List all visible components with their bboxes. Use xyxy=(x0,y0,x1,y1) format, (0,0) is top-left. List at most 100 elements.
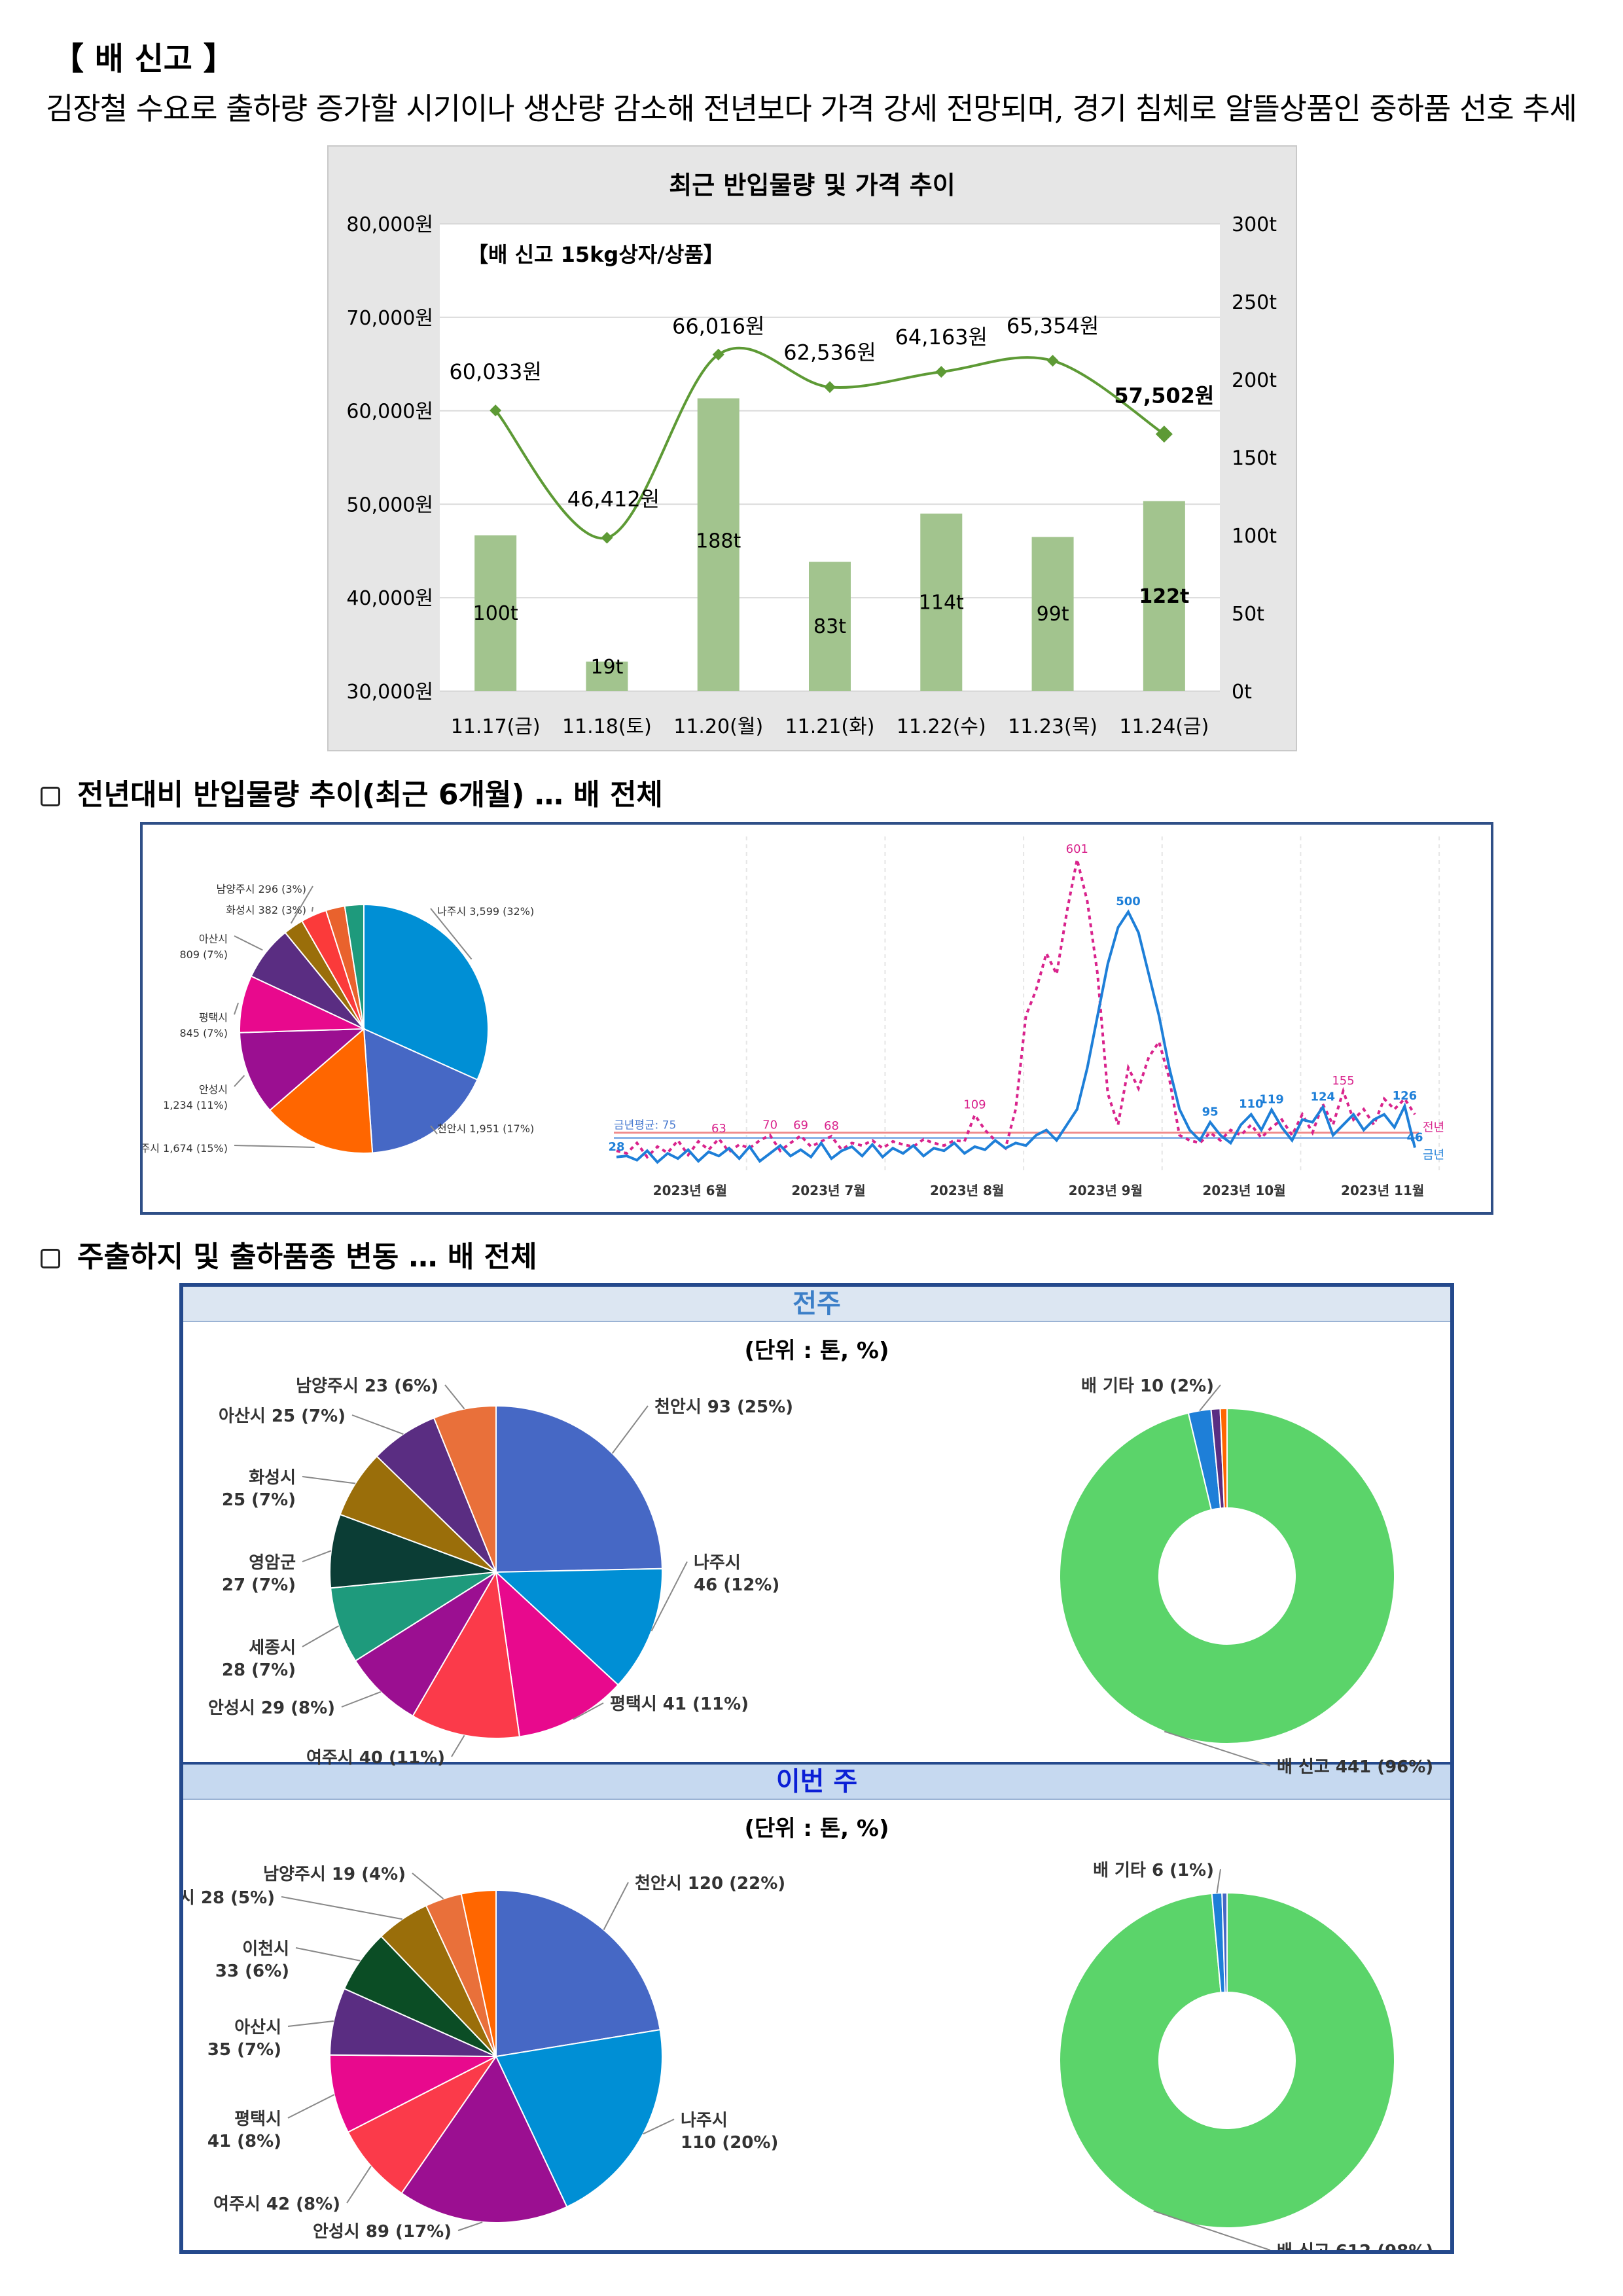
leader-line xyxy=(451,1734,465,1757)
pie-slice xyxy=(268,1027,374,1154)
data-label: 601 xyxy=(1066,842,1088,856)
slice-label: 이천시 xyxy=(242,1939,289,1959)
slice-label: 화성시 28 (5%) xyxy=(183,1888,275,1908)
price-volume-chart-svg: 최근 반입물량 및 가격 추이 【배 신고 15kg상자/상품】 30,000원 40… xyxy=(346,171,1277,738)
volume-trend-svg: 나주시 3,599 (32%) 천안시 1,951 (17%) 상주시 1,674 … xyxy=(131,836,1444,1198)
volume-label: 122t xyxy=(1139,585,1189,608)
slice-label: 41 (8%) xyxy=(207,2132,281,2151)
slice-label: 화성시 382 (3%) xyxy=(226,904,306,916)
data-label: 155 xyxy=(1332,1074,1354,1088)
right-tick-label: 150t xyxy=(1232,447,1277,470)
data-label: 46 xyxy=(1406,1130,1423,1144)
slice-label: 세종시 xyxy=(249,1638,296,1658)
pie-slice xyxy=(494,1568,663,1686)
leader-line xyxy=(302,1550,332,1562)
volume-label: 188t xyxy=(696,530,741,553)
slice-label: 27 (7%) xyxy=(222,1575,296,1595)
slice-label: 아산시 xyxy=(234,2018,281,2037)
leader-line xyxy=(444,1384,465,1410)
data-label: 28 xyxy=(608,1140,624,1154)
slice-label: 평택시 xyxy=(199,1011,228,1024)
volume-bar xyxy=(474,535,517,691)
leader-line xyxy=(234,935,263,951)
x-tick-label: 2023년 8월 xyxy=(930,1183,1004,1198)
leader-line xyxy=(430,908,473,960)
leader-line xyxy=(1153,2210,1271,2250)
slice-label: 110 (20%) xyxy=(681,2133,778,2153)
slice-label: 나주시 3,599 (32%) xyxy=(437,905,534,918)
pie-slice xyxy=(330,1571,497,1662)
slice-label: 천안시 120 (22%) xyxy=(635,1874,785,1893)
data-label: 119 xyxy=(1259,1093,1284,1107)
price-label: 65,354원 xyxy=(1007,314,1099,338)
volume-bar xyxy=(920,513,963,691)
slice-label: 25 (7%) xyxy=(222,1490,296,1510)
slice-label: 남양주시 19 (4%) xyxy=(263,1865,406,1884)
price-point xyxy=(1155,425,1173,443)
volume-trend-heading: 전년대비 반입물량 추이(최근 6개월) … 배 전체 xyxy=(41,771,663,813)
donut-hole xyxy=(1159,1508,1295,1644)
slice-label: 화성시 xyxy=(249,1468,296,1488)
leader-line xyxy=(234,1145,315,1148)
reference-label: 금년평균: 75 xyxy=(614,1119,676,1132)
left-tick-label: 50,000원 xyxy=(346,493,433,516)
x-tick-label: 2023년 10월 xyxy=(1202,1183,1285,1198)
this-week-unit: (단위 : 톤, %) xyxy=(744,1816,889,1842)
leader-line xyxy=(603,1882,629,1930)
price-label: 57,502원 xyxy=(1114,383,1214,408)
leader-line xyxy=(302,1476,356,1484)
right-tick-label: 300t xyxy=(1232,213,1277,236)
series-line xyxy=(616,909,1416,1164)
category-label: 11.22(수) xyxy=(897,715,986,738)
volume-label: 83t xyxy=(813,615,846,638)
slice-label: 천안시 93 (25%) xyxy=(654,1397,793,1417)
pie-slice xyxy=(412,1570,520,1739)
pie-slice xyxy=(433,1405,497,1573)
data-label: 69 xyxy=(793,1119,808,1132)
slice-label: 나주시 xyxy=(681,2111,728,2130)
leader-line xyxy=(651,1561,688,1632)
data-label: 500 xyxy=(1116,895,1141,908)
price-point xyxy=(824,381,836,393)
price-point xyxy=(712,348,724,361)
slice-label: 35 (7%) xyxy=(207,2040,281,2060)
volume-trend-title: 전년대비 반입물량 추이(최근 6개월) … 배 전체 xyxy=(77,778,663,812)
slice-label: 809 (7%) xyxy=(180,948,228,961)
left-tick-label: 60,000원 xyxy=(346,401,433,423)
slice-label: 평택시 xyxy=(234,2109,281,2129)
volume-label: 19t xyxy=(590,656,623,679)
slice-label: 상주시 1,674 (15%) xyxy=(143,1142,228,1155)
slice-label: 남양주시 23 (6%) xyxy=(296,1376,438,1396)
summary-text: 김장철 수요로 출하량 증가할 시기이나 생산량 감소해 전년보다 가격 강세 … xyxy=(46,91,1577,126)
price-point xyxy=(935,366,948,378)
section-title: 【 배 신고 】 xyxy=(52,41,235,77)
slice-label: 배 기타 6 (1%) xyxy=(1093,1861,1214,1880)
slice-label: 여주시 42 (8%) xyxy=(213,2195,340,2214)
data-label: 68 xyxy=(824,1119,839,1133)
right-tick-label: 0t xyxy=(1232,681,1252,704)
leader-line xyxy=(234,1075,245,1087)
category-label: 11.21(화) xyxy=(785,715,875,738)
series-name: 금년 xyxy=(1423,1148,1444,1162)
slice-label: 영암군 xyxy=(249,1553,296,1573)
right-tick-label: 250t xyxy=(1232,291,1277,314)
pie-slice xyxy=(495,2029,663,2208)
leader-line xyxy=(1199,1384,1221,1412)
price-label: 62,536원 xyxy=(783,340,876,365)
slice-label: 28 (7%) xyxy=(222,1660,296,1680)
donut-hole xyxy=(1159,1992,1295,2128)
x-tick-label: 2023년 7월 xyxy=(791,1183,865,1198)
slice-label: 여주시 40 (11%) xyxy=(306,1748,445,1768)
volume-label: 100t xyxy=(473,602,518,625)
price-label: 46,412원 xyxy=(567,487,660,512)
volume-trend-panel: 나주시 3,599 (32%) 천안시 1,951 (17%) 상주시 1,674 … xyxy=(131,822,1493,1215)
price-label: 66,016원 xyxy=(672,314,764,339)
x-tick-label: 2023년 9월 xyxy=(1069,1183,1143,1198)
this-week-band: 이번 주 xyxy=(183,1762,1450,1800)
slice-label: 1,234 (11%) xyxy=(163,1099,228,1111)
pie-slice xyxy=(239,1028,366,1111)
shipping-panel: 전주 (단위 : 톤, %) 이번 주 (단위 : 톤, %) 천안시 93 (… xyxy=(179,1283,1454,2254)
category-label: 11.24(금) xyxy=(1119,715,1209,738)
slice-label: 천안시 1,951 (17%) xyxy=(437,1122,534,1135)
pie-slice xyxy=(401,2055,568,2223)
